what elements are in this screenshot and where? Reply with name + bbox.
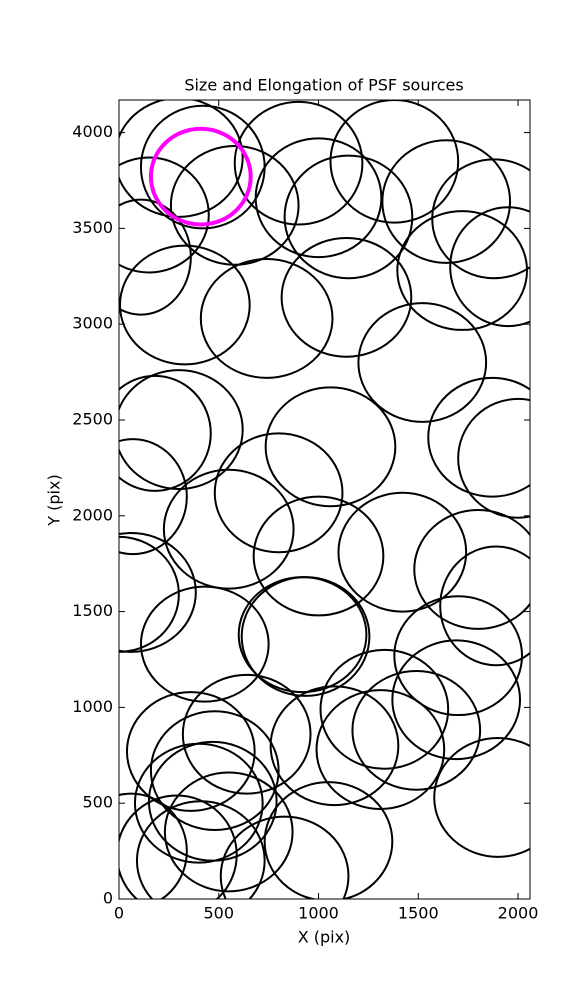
- psf-ellipse: [413, 509, 530, 630]
- psf-ellipse: [119, 100, 244, 218]
- plot-area: [119, 100, 530, 899]
- psf-ellipse: [119, 369, 244, 490]
- psf-ellipse: [315, 689, 446, 810]
- psf-ellipse: [254, 137, 383, 259]
- psf-ellipse: [119, 198, 192, 316]
- psf-ellipse: [433, 737, 530, 858]
- psf-ellipse: [139, 585, 270, 703]
- psf-ellipse: [135, 800, 266, 899]
- psf-ellipse: [181, 673, 312, 795]
- psf-ellipse: [280, 236, 413, 358]
- psf-ellipse: [252, 495, 385, 617]
- psf-ellipse: [213, 432, 344, 554]
- psf-ellipse: [269, 685, 400, 807]
- psf-ellipse: [119, 374, 212, 492]
- psf-ellipse: [391, 639, 522, 761]
- psf-ellipse: [439, 545, 530, 667]
- chart-title: Size and Elongation of PSF sources: [184, 76, 463, 95]
- y-tick-label: 1000: [72, 697, 113, 716]
- psf-ellipse: [240, 576, 371, 697]
- y-axis-label: Y (pix): [45, 474, 64, 526]
- psf-ellipse: [119, 156, 210, 274]
- psf-ellipse: [329, 100, 460, 224]
- psf-ellipse: [431, 158, 530, 280]
- psf-ellipse: [396, 210, 529, 331]
- y-tick-label: 2500: [72, 409, 113, 428]
- psf-ellipse: [163, 771, 294, 893]
- psf-ellipse: [119, 794, 238, 899]
- psf-ellipse: [169, 144, 300, 266]
- psf-ellipse: [457, 397, 530, 519]
- psf-ellipse: [148, 126, 253, 227]
- psf-ellipse: [319, 648, 450, 770]
- y-tick-label: 2000: [72, 505, 113, 524]
- x-tick-label: 500: [203, 904, 234, 923]
- y-tick-label: 1500: [72, 601, 113, 620]
- y-tick-label: 500: [82, 793, 113, 812]
- psf-ellipse: [219, 815, 350, 899]
- psf-ellipse: [351, 669, 482, 791]
- psf-ellipse: [119, 792, 188, 899]
- psf-ellipse: [199, 258, 334, 379]
- x-tick-label: 1500: [398, 904, 439, 923]
- psf-ellipse: [119, 438, 188, 556]
- psf-ellipse: [139, 104, 266, 230]
- x-tick-label: 0: [114, 904, 124, 923]
- psf-ellipse: [449, 206, 530, 328]
- y-tick-label: 3500: [72, 218, 113, 237]
- psf-ellipse: [357, 302, 488, 423]
- psf-ellipse: [264, 386, 397, 508]
- psf-ellipse: [427, 376, 530, 498]
- axes-frame: [118, 99, 531, 900]
- psf-ellipse: [393, 595, 524, 717]
- psf-ellipse: [133, 742, 264, 864]
- psf-ellipse: [149, 710, 280, 832]
- y-tick-label: 0: [103, 889, 113, 908]
- x-tick-label: 1000: [298, 904, 339, 923]
- x-tick-label: 2000: [498, 904, 539, 923]
- psf-ellipse: [233, 100, 364, 226]
- psf-ellipse: [119, 532, 197, 653]
- psf-ellipse: [381, 139, 512, 264]
- y-tick-label: 4000: [72, 122, 113, 141]
- psf-ellipse: [119, 535, 180, 653]
- psf-ellipse: [119, 244, 251, 366]
- psf-ellipse: [162, 468, 295, 590]
- psf-ellipse: [283, 154, 414, 280]
- x-axis-label: X (pix): [298, 928, 351, 947]
- psf-ellipse: [125, 691, 256, 812]
- psf-ellipse: [263, 781, 394, 899]
- y-tick-label: 3000: [72, 314, 113, 333]
- psf-ellipse: [337, 491, 468, 613]
